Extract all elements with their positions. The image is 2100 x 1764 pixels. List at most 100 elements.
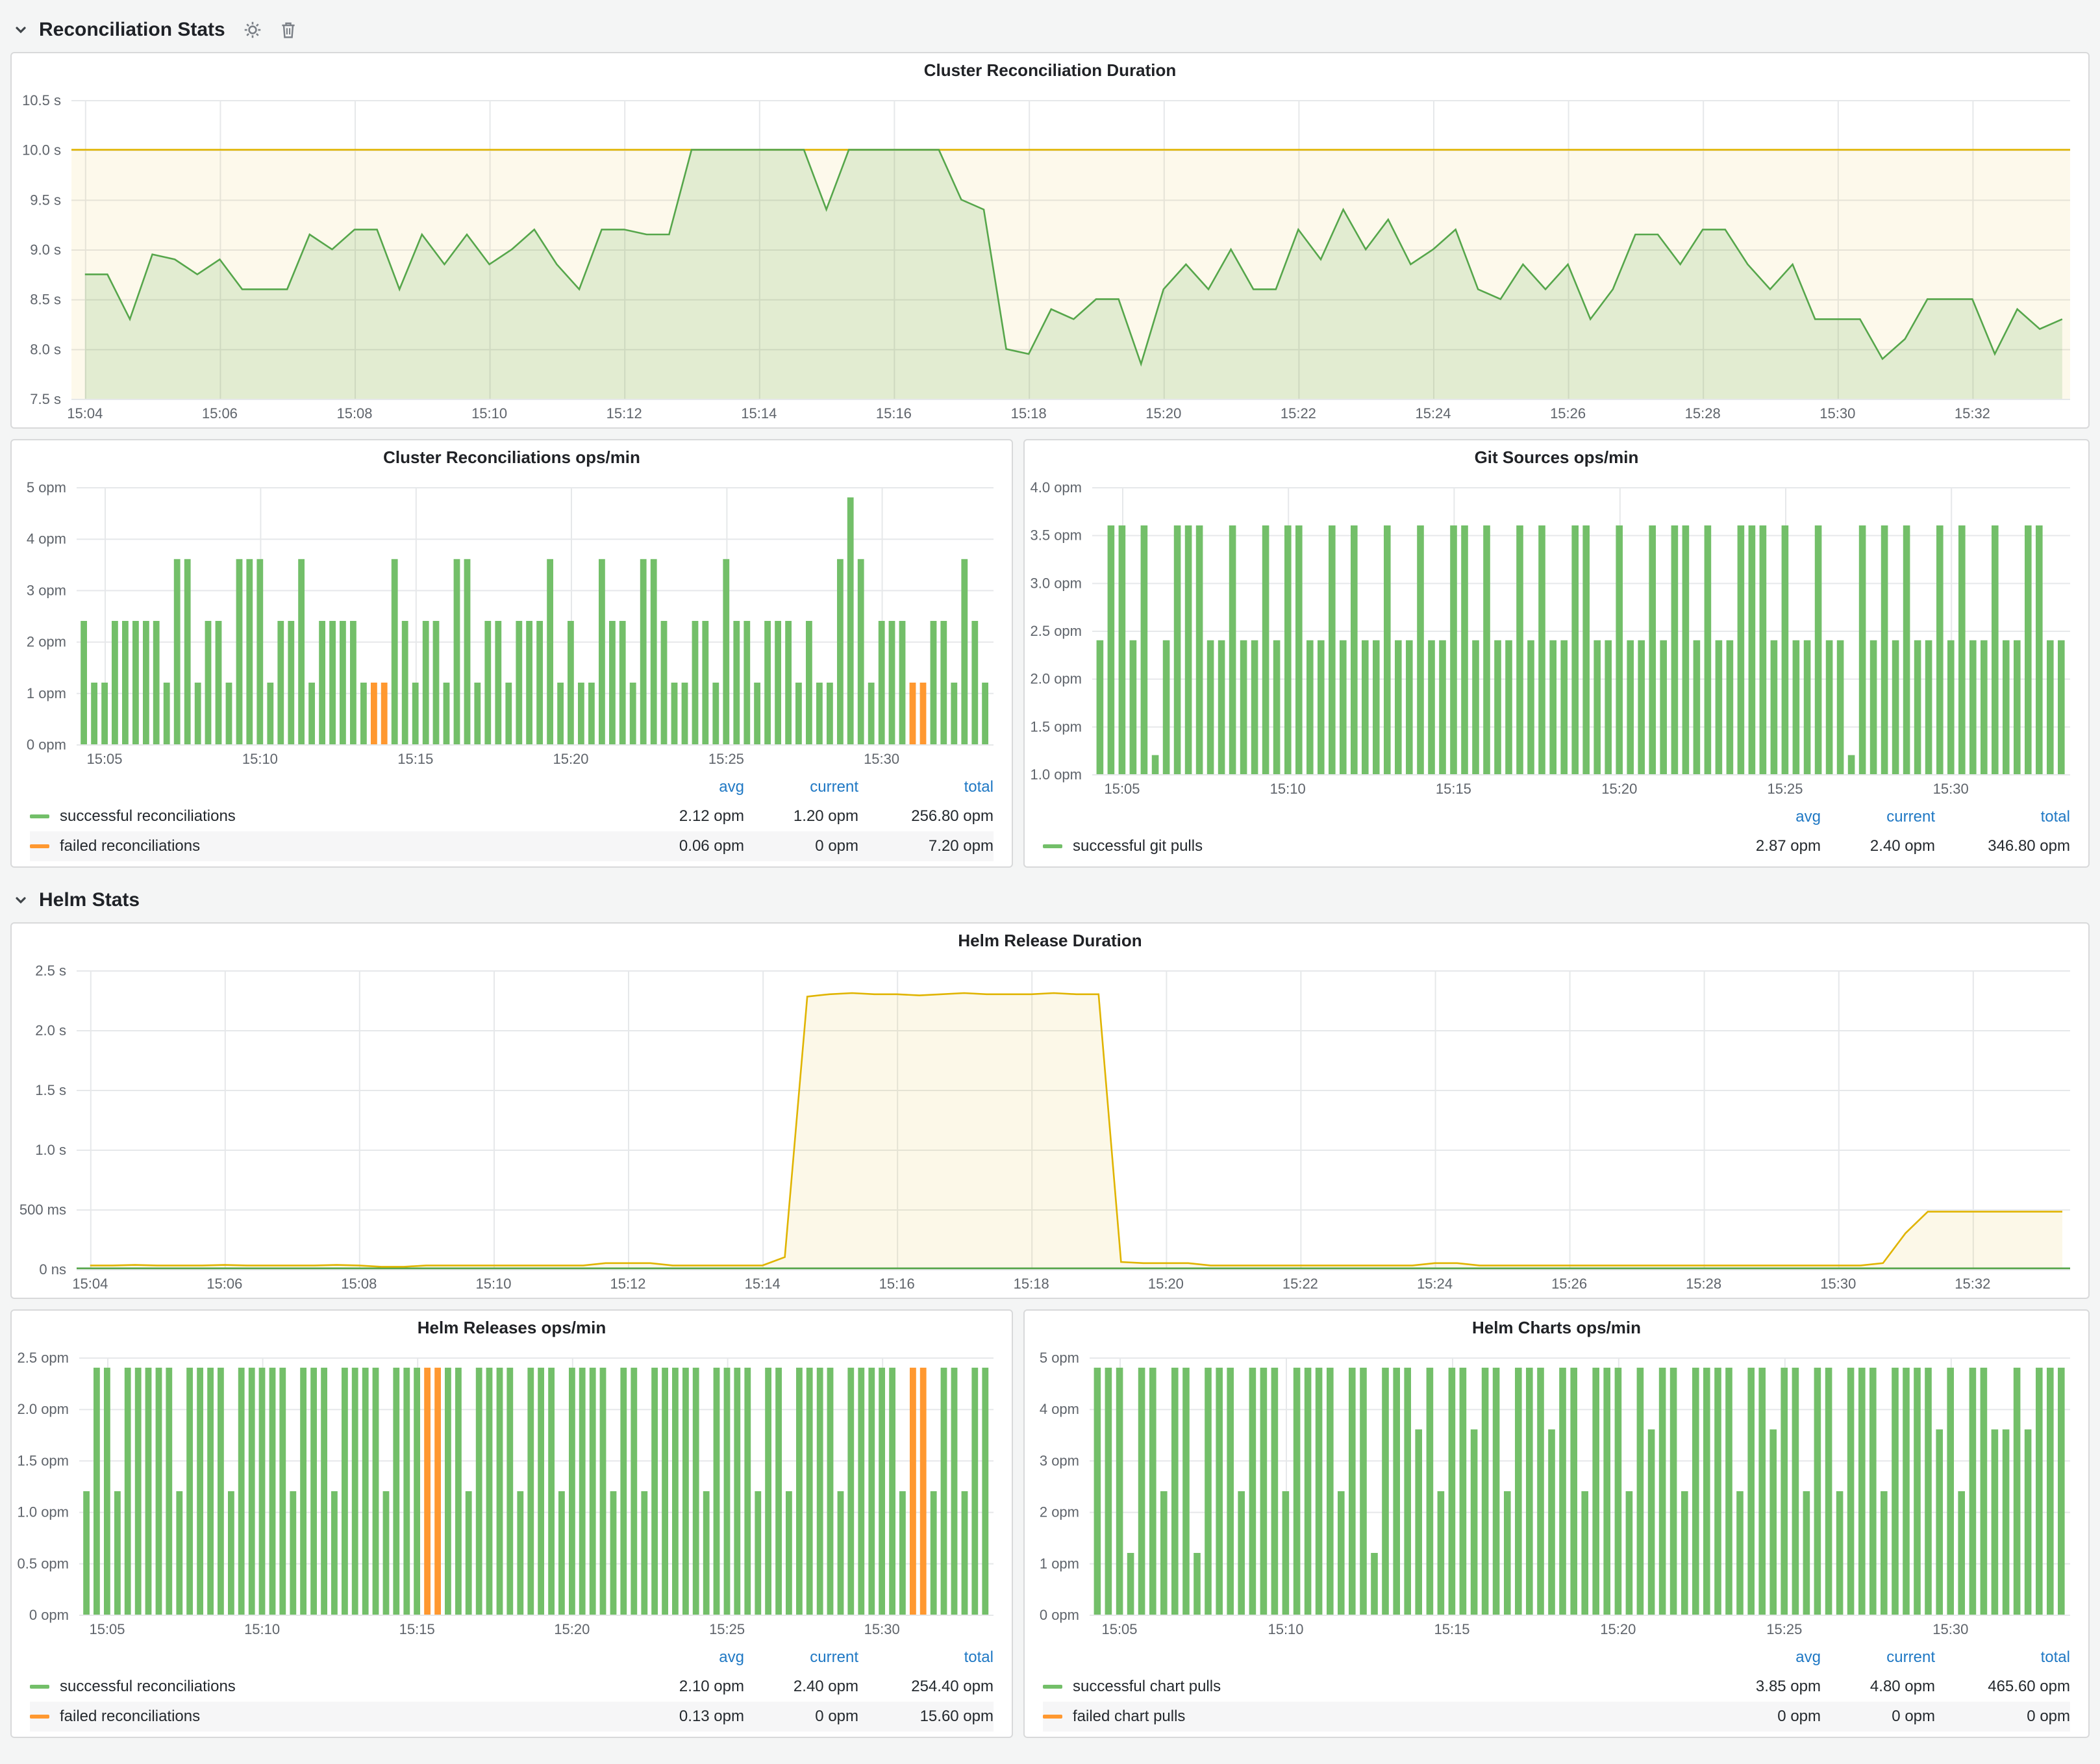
svg-text:1.5 s: 1.5 s — [35, 1082, 66, 1098]
svg-text:15:20: 15:20 — [1600, 1621, 1636, 1637]
legend-col-current[interactable]: current — [810, 778, 858, 796]
svg-text:15:22: 15:22 — [1282, 1276, 1318, 1292]
svg-text:4.0 opm: 4.0 opm — [1031, 479, 1082, 496]
series-label[interactable]: successful chart pulls — [1073, 1678, 1221, 1695]
series-label[interactable]: failed chart pulls — [1073, 1707, 1186, 1725]
legend-row-successful-git-pulls: successful git pulls 2.87 opm 2.40 opm 3… — [1043, 831, 2070, 861]
svg-text:15:26: 15:26 — [1551, 1276, 1587, 1292]
chart-helm-release-duration[interactable]: 0 ns 500 ms 1.0 s 1.5 s 2.0 s 2.5 s 15:04 15:06… — [12, 957, 2088, 1298]
legend-header-row: avg current total — [30, 1643, 994, 1672]
chart-helm-charts-ops[interactable]: 0 opm 1 opm 2 opm 3 opm 4 opm 5 opm 15:05 15:10… — [1025, 1344, 2088, 1643]
panel-title-cluster-reconciliations-ops[interactable]: Cluster Reconciliations ops/min — [383, 447, 640, 467]
panel-title-helm-releases-ops[interactable]: Helm Releases ops/min — [417, 1317, 606, 1337]
chart-cluster-reconciliations-ops[interactable]: 0 opm 1 opm 2 opm 3 opm 4 opm 5 opm 15:05 15:10… — [12, 474, 1012, 773]
svg-text:15:25: 15:25 — [708, 751, 744, 767]
svg-text:15:18: 15:18 — [1014, 1276, 1049, 1292]
series-color-swatch — [1043, 844, 1062, 848]
series-label[interactable]: successful git pulls — [1073, 837, 1203, 855]
section-header-reconciliation-stats[interactable]: Reconciliation Stats — [10, 10, 2090, 49]
legend-col-total[interactable]: total — [2040, 1648, 2070, 1666]
chart-helm-releases-ops[interactable]: 0 opm 0.5 opm 1.0 opm 1.5 opm 2.0 opm 2.5 opm… — [12, 1344, 1012, 1643]
svg-text:15:30: 15:30 — [864, 751, 899, 767]
svg-text:1.0 opm: 1.0 opm — [18, 1504, 69, 1520]
section-header-helm-stats[interactable]: Helm Stats — [10, 881, 2090, 920]
section-delete-button[interactable] — [280, 21, 297, 39]
svg-text:2.0 opm: 2.0 opm — [1031, 671, 1082, 687]
svg-text:15:04: 15:04 — [67, 405, 103, 422]
legend-row-failed-reconciliations: failed reconciliations 0.13 opm 0 opm 15… — [30, 1702, 994, 1732]
stat-avg: 0.06 opm — [679, 837, 744, 855]
series-label[interactable]: successful reconciliations — [60, 807, 236, 825]
svg-text:0 opm: 0 opm — [27, 737, 66, 753]
svg-text:2.5 s: 2.5 s — [35, 963, 66, 979]
chart-cluster-reconciliation-duration[interactable]: 7.5 s 8.0 s 8.5 s 9.0 s 9.5 s 10.0 s 10.5 s 15:… — [12, 87, 2088, 427]
legend-col-avg[interactable]: avg — [719, 778, 744, 796]
stat-total: 254.40 opm — [911, 1678, 994, 1695]
svg-text:2.0 opm: 2.0 opm — [18, 1401, 69, 1417]
legend-row-failed-chart-pulls: failed chart pulls 0 opm 0 opm 0 opm — [1043, 1702, 2070, 1732]
svg-text:3 opm: 3 opm — [27, 582, 66, 598]
panel-title-git-sources-ops[interactable]: Git Sources ops/min — [1474, 447, 1639, 467]
svg-text:3.5 opm: 3.5 opm — [1031, 527, 1082, 544]
svg-text:15:16: 15:16 — [876, 405, 912, 422]
svg-text:15:10: 15:10 — [1268, 1621, 1303, 1637]
svg-text:15:06: 15:06 — [202, 405, 238, 422]
series-color-swatch — [30, 844, 49, 848]
svg-text:9.5 s: 9.5 s — [30, 192, 61, 208]
series-label[interactable]: successful reconciliations — [60, 1678, 236, 1695]
svg-text:0.5 opm: 0.5 opm — [18, 1556, 69, 1572]
svg-text:15:08: 15:08 — [336, 405, 372, 422]
svg-text:9.0 s: 9.0 s — [30, 242, 61, 258]
stat-current: 1.20 opm — [793, 807, 858, 825]
legend-col-total[interactable]: total — [2040, 808, 2070, 825]
series-label[interactable]: failed reconciliations — [60, 837, 201, 855]
svg-text:2.5 opm: 2.5 opm — [18, 1350, 69, 1366]
series-label[interactable]: failed reconciliations — [60, 1707, 201, 1725]
legend-col-avg[interactable]: avg — [719, 1648, 744, 1666]
legend-col-current[interactable]: current — [810, 1648, 858, 1666]
svg-text:15:26: 15:26 — [1550, 405, 1586, 422]
svg-text:15:18: 15:18 — [1011, 405, 1047, 422]
legend-row-successful-chart-pulls: successful chart pulls 3.85 opm 4.80 opm… — [1043, 1672, 2070, 1702]
svg-text:15:24: 15:24 — [1417, 1276, 1453, 1292]
panel-title-cluster-reconciliation-duration[interactable]: Cluster Reconciliation Duration — [923, 60, 1177, 80]
svg-text:15:32: 15:32 — [1955, 1276, 1990, 1292]
stat-total: 465.60 opm — [1988, 1678, 2070, 1695]
svg-text:3.0 opm: 3.0 opm — [1031, 575, 1082, 591]
stat-avg: 2.12 opm — [679, 807, 744, 825]
stat-total: 256.80 opm — [911, 807, 994, 825]
svg-text:15:10: 15:10 — [244, 1621, 280, 1637]
panel-helm-release-duration: Helm Release Duration 0 ns 500 ms 1.0 s 1.5… — [10, 922, 2090, 1299]
legend-col-total[interactable]: total — [964, 1648, 994, 1666]
svg-text:15:28: 15:28 — [1686, 1276, 1721, 1292]
panel-cluster-reconciliations-ops: Cluster Reconciliations ops/min 0 opm 1 o… — [10, 439, 1013, 868]
stat-current: 0 opm — [815, 1707, 858, 1725]
legend-col-avg[interactable]: avg — [1795, 1648, 1821, 1666]
svg-text:15:15: 15:15 — [397, 751, 433, 767]
svg-text:0 opm: 0 opm — [29, 1607, 69, 1623]
legend-col-current[interactable]: current — [1886, 808, 1935, 825]
svg-text:1 opm: 1 opm — [27, 685, 66, 701]
svg-text:15:10: 15:10 — [471, 405, 507, 422]
svg-text:15:12: 15:12 — [610, 1276, 645, 1292]
section-settings-button[interactable] — [244, 21, 262, 39]
legend-col-total[interactable]: total — [964, 778, 994, 796]
svg-text:1.5 opm: 1.5 opm — [1031, 718, 1082, 735]
legend-cluster-reconciliations: avg current total successful reconciliat… — [12, 773, 1012, 866]
legend-git-sources: avg current total successful git pulls 2… — [1025, 803, 2088, 866]
svg-text:4 opm: 4 opm — [27, 531, 66, 547]
legend-col-avg[interactable]: avg — [1795, 808, 1821, 825]
svg-text:1 opm: 1 opm — [1040, 1556, 1079, 1572]
chart-git-sources-ops[interactable]: 1.0 opm 1.5 opm 2.0 opm 2.5 opm 3.0 opm 3.5 o… — [1025, 474, 2088, 803]
legend-col-current[interactable]: current — [1886, 1648, 1935, 1666]
svg-text:15:20: 15:20 — [554, 1621, 590, 1637]
panel-title-helm-charts-ops[interactable]: Helm Charts ops/min — [1471, 1317, 1642, 1337]
svg-text:1.0 opm: 1.0 opm — [1031, 766, 1082, 783]
legend-row-successful-reconciliations: successful reconciliations 2.12 opm 1.20… — [30, 801, 994, 831]
panel-title-helm-release-duration[interactable]: Helm Release Duration — [958, 930, 1142, 950]
svg-text:15:30: 15:30 — [864, 1621, 900, 1637]
section-title: Helm Stats — [39, 889, 140, 911]
svg-text:15:20: 15:20 — [553, 751, 588, 767]
legend-header-row: avg current total — [1043, 803, 2070, 831]
svg-text:4 opm: 4 opm — [1040, 1401, 1079, 1417]
